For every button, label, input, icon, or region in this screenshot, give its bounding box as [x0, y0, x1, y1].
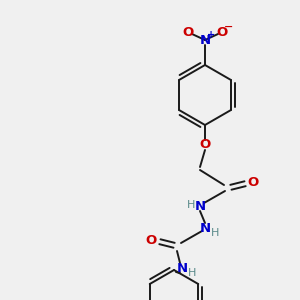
Text: N: N	[194, 200, 206, 212]
Text: N: N	[200, 221, 211, 235]
Text: O: O	[182, 26, 194, 38]
Text: +: +	[207, 30, 215, 40]
Text: N: N	[200, 34, 211, 46]
Text: H: H	[211, 228, 219, 238]
Text: O: O	[146, 235, 157, 248]
Text: −: −	[224, 22, 234, 32]
Text: O: O	[248, 176, 259, 190]
Text: O: O	[200, 139, 211, 152]
Text: H: H	[188, 268, 196, 278]
Text: N: N	[176, 262, 188, 275]
Text: O: O	[216, 26, 228, 38]
Text: H: H	[187, 200, 195, 210]
